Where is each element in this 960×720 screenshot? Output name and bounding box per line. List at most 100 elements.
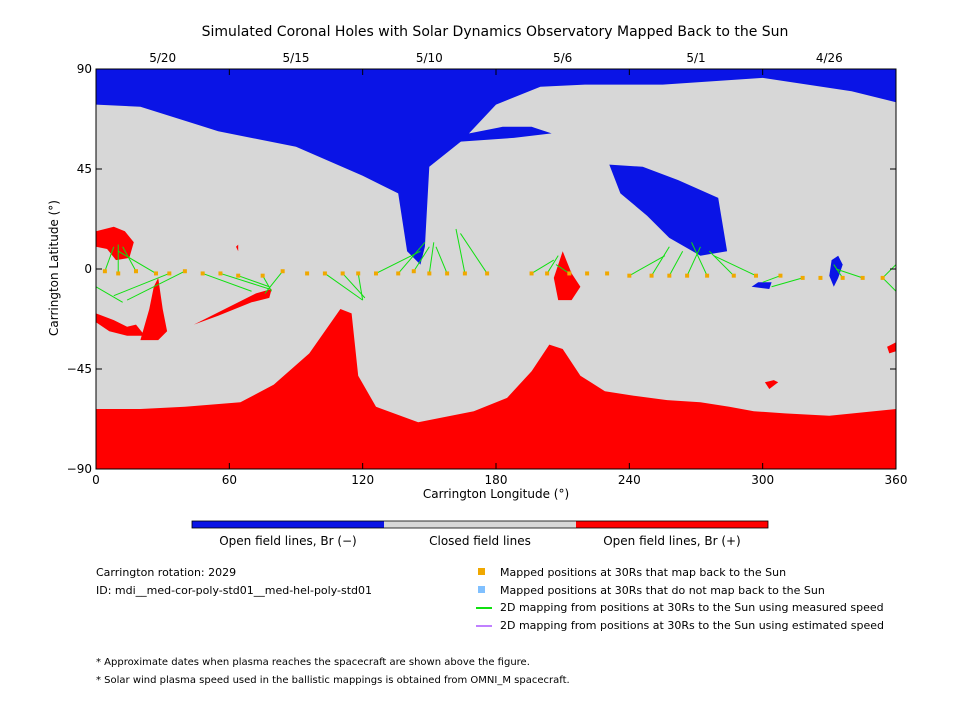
mapped-point [305, 271, 310, 276]
legend-measured-label: 2D mapping from positions at 30Rs to the… [500, 601, 884, 614]
mapped-point [322, 271, 327, 276]
mapping-line [833, 264, 844, 279]
region-north-negative-neck [407, 126, 552, 143]
mapped-point [860, 275, 865, 280]
mapping-line [262, 275, 272, 292]
mapping-line [531, 259, 555, 274]
mapping-line [435, 246, 448, 274]
top-date-labels: 5/20 5/15 5/10 5/6 5/1 4/26 [149, 51, 843, 65]
mapped-point [116, 271, 121, 276]
mapped-point [260, 273, 265, 278]
mapping-line [357, 273, 364, 301]
mapped-point [427, 271, 432, 276]
mapped-point [545, 271, 550, 276]
legend-mapped-swatch [478, 568, 485, 575]
top-date-label: 5/10 [416, 51, 443, 65]
x-tick-label: 180 [485, 473, 508, 487]
region-pos-hole-15-left [96, 313, 145, 336]
mapping-line [708, 250, 735, 277]
mapped-point [445, 271, 450, 276]
mapped-point [880, 275, 885, 280]
mapped-point [374, 271, 378, 276]
mapping-line [413, 246, 430, 272]
region-pos-hole-wedge [193, 289, 272, 325]
mapping-line [460, 233, 488, 274]
x-tick-label: 240 [618, 473, 641, 487]
colorbar-segment [384, 521, 576, 528]
footnote-speed: * Solar wind plasma speed used in the ba… [96, 675, 570, 686]
region-pos-hole-360 [887, 342, 896, 354]
mapped-point [800, 275, 805, 280]
region-pos-hole-vertical [140, 277, 168, 341]
mapped-point [280, 269, 285, 274]
y-tick-label: 90 [77, 62, 92, 76]
mapped-point [182, 269, 187, 274]
legend-unmapped-label: Mapped positions at 30Rs that do not map… [500, 584, 825, 597]
carrington-rotation: Carrington rotation: 2029 [96, 566, 237, 579]
x-tick-label: 120 [351, 473, 374, 487]
mapping-line [117, 250, 157, 274]
colorbar-segment [576, 521, 768, 528]
region-pos-hole-210 [553, 251, 581, 301]
mapping-line [835, 268, 863, 279]
region-north-negative-blob-300 [751, 282, 772, 289]
footnote-dates: * Approximate dates when plasma reaches … [96, 657, 530, 668]
coronal-hole-regions [96, 69, 896, 469]
mapped-point [840, 275, 845, 280]
mapping-line [686, 246, 701, 276]
x-tick-label: 60 [222, 473, 237, 487]
mapped-point [818, 275, 823, 280]
mapping-line [220, 272, 270, 290]
y-tick-label: −90 [67, 462, 92, 476]
colorbar-label: Open field lines, Br (−) [219, 534, 357, 548]
colorbar-label: Closed field lines [429, 534, 531, 548]
region-pos-hole-60 [236, 244, 239, 252]
mapped-point [167, 271, 172, 276]
mapped-point [627, 273, 632, 278]
x-tick-label: 300 [751, 473, 774, 487]
top-date-label: 5/1 [686, 51, 705, 65]
mapped-point [585, 271, 590, 276]
mapped-point [778, 273, 783, 278]
region-north-negative-hole-260 [609, 164, 728, 256]
mapped-point [356, 271, 361, 276]
mapping-line [629, 255, 666, 277]
y-axis: 90 45 0 −45 −90 [67, 62, 896, 476]
plot-area [96, 69, 896, 469]
mapped-point [731, 273, 736, 278]
region-pos-hole-300 [764, 380, 779, 389]
mapping-line [126, 270, 186, 301]
mapping-line [202, 272, 252, 292]
mapping-lines [96, 228, 896, 303]
colorbar: Open field lines, Br (−) Closed field lin… [191, 520, 769, 548]
mapping-line [882, 264, 896, 279]
y-axis-label: Carrington Latitude (°) [47, 200, 61, 336]
mapped-point [340, 271, 345, 276]
mapped-point [411, 269, 416, 274]
mapping-line [375, 250, 421, 274]
mapping-line [882, 277, 896, 292]
legend-estimated-label: 2D mapping from positions at 30Rs to the… [500, 619, 885, 632]
y-tick-label: 0 [84, 262, 92, 276]
mapping-line [264, 270, 284, 294]
mapped-point [462, 271, 467, 276]
y-tick-label: −45 [67, 362, 92, 376]
mapping-line [762, 275, 781, 283]
x-axis: 0 60 120 180 240 300 360 [92, 69, 907, 487]
region-pos-hole-0-20 [96, 226, 134, 261]
mapped-point [529, 271, 534, 276]
top-date-label: 4/26 [816, 51, 843, 65]
legend-unmapped-swatch [478, 586, 485, 593]
mapping-line [122, 246, 137, 272]
mapped-point [754, 273, 758, 278]
mapping-line [324, 273, 363, 301]
mapping-line [651, 246, 670, 276]
mapped-point [154, 271, 158, 276]
model-id: ID: mdi__med-cor-poly-std01__med-hel-pol… [96, 584, 373, 597]
top-date-label: 5/15 [283, 51, 310, 65]
mapping-line [713, 255, 757, 277]
mapping-line [455, 228, 466, 274]
x-axis-label: Carrington Longitude (°) [423, 487, 569, 501]
legend-measured-swatch [476, 607, 492, 609]
